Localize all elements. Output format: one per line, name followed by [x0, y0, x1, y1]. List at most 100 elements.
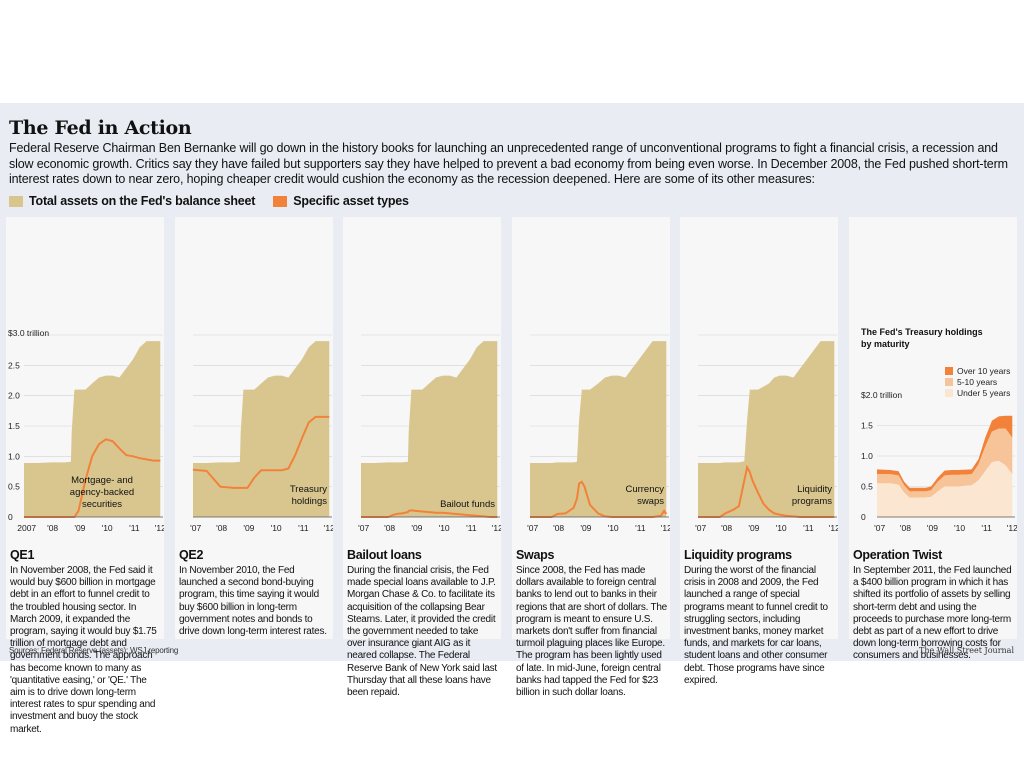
legend-swatch	[945, 367, 953, 375]
panel-title: Bailout loans	[347, 548, 422, 562]
x-tick-label: '09	[748, 523, 759, 533]
panel-title: Operation Twist	[853, 548, 943, 562]
y-tick-label: $2.0 trillion	[861, 390, 902, 400]
series-annotation: swaps	[637, 496, 664, 507]
x-tick-label: '08	[900, 523, 911, 533]
series-annotation: agency-backed	[70, 487, 134, 498]
x-tick-label: '12	[1007, 523, 1017, 533]
panel-swaps: '07 '08 '09 '10 '11 '12 Currency swaps Swaps Si…	[512, 217, 670, 698]
panel-bailout: '07 '08 '09 '10 '11 '12 Bailout funds Bailout …	[343, 217, 501, 698]
panel-title: Swaps	[516, 548, 555, 562]
chart-operation-twist: The Fed's Treasury holdings by maturity Ov…	[861, 327, 1017, 533]
legend-swatch	[945, 389, 953, 397]
y-tick-label: 0	[861, 512, 866, 522]
x-tick-label: '07	[874, 523, 885, 533]
y-tick-label: 1.5	[8, 421, 20, 431]
x-tick-label: '11	[129, 523, 140, 533]
panel-text: During the worst of the financial crisis…	[684, 565, 828, 686]
sources: Sources: Federal Reserve (assets); WSJ r…	[9, 646, 179, 655]
x-tick-label: '10	[271, 523, 282, 533]
chart-subtitle: by maturity	[861, 339, 910, 349]
x-tick-label: '12	[155, 523, 164, 533]
x-tick-label: '07	[527, 523, 538, 533]
x-tick-label: '08	[384, 523, 395, 533]
panel-text: Since 2008, the Fed has made dollars ava…	[516, 565, 667, 699]
series-annotation: Bailout funds	[440, 499, 495, 510]
panel-title: Liquidity programs	[684, 548, 792, 562]
graphic: The Fed in Action Federal Reserve Chairm…	[0, 103, 1024, 735]
x-tick-label: '08	[47, 523, 58, 533]
total-assets-area	[361, 341, 498, 517]
panel-title: QE2	[179, 548, 204, 562]
x-tick-label: '09	[243, 523, 254, 533]
chart-bailout: '07 '08 '09 '10 '11 '12 Bailout funds	[358, 334, 501, 533]
legend-item-specific: Specific asset types	[273, 194, 409, 208]
x-tick-label: 2007	[17, 523, 36, 533]
panel-text: In November 2008, the Fed said it would …	[10, 565, 157, 735]
x-tick-label: '11	[635, 523, 646, 533]
intro-text: Federal Reserve Chairman Ben Bernanke wi…	[9, 141, 1008, 186]
legend-label: 5-10 years	[957, 377, 997, 387]
y-tick-label: 1.0	[861, 451, 873, 461]
x-tick-label: '08	[216, 523, 227, 533]
series-annotation: Liquidity	[797, 484, 832, 495]
5-10-years-area	[877, 428, 1013, 498]
y-tick-label: 1.5	[861, 421, 873, 431]
series-annotation: Treasury	[290, 484, 327, 495]
series-annotation: Mortgage- and	[71, 475, 133, 486]
x-tick-label: '12	[661, 523, 670, 533]
x-tick-label: '12	[492, 523, 501, 533]
series-annotation: securities	[82, 499, 122, 510]
x-tick-label: '09	[927, 523, 938, 533]
x-tick-label: '11	[981, 523, 992, 533]
x-tick-label: '10	[954, 523, 965, 533]
credit: The Wall Street Journal	[919, 646, 1014, 655]
y-tick-label: 0.5	[861, 482, 873, 492]
legend-label-specific: Specific asset types	[293, 194, 409, 208]
x-tick-label: '07	[358, 523, 369, 533]
specific-assets-line	[361, 509, 498, 518]
headline: The Fed in Action	[9, 117, 192, 139]
x-tick-label: '10	[776, 523, 787, 533]
total-assets-area	[193, 341, 330, 517]
total-assets-area	[698, 341, 835, 517]
x-tick-label: '11	[298, 523, 309, 533]
under-5-years-area	[877, 460, 1013, 517]
x-tick-label: '11	[466, 523, 477, 533]
panel-text: During the financial crisis, the Fed mad…	[347, 565, 497, 699]
panel-operation-twist: The Fed's Treasury holdings by maturity Ov…	[849, 217, 1017, 661]
x-tick-label: '08	[553, 523, 564, 533]
panel-text: In September 2011, the Fed launched a $4…	[853, 565, 1012, 662]
panel-liquidity: '07 '08 '09 '10 '11 '12 Liquidity programs Liqu…	[680, 217, 838, 686]
x-tick-label: '07	[190, 523, 201, 533]
series-annotation: holdings	[292, 496, 328, 507]
panel-qe2: '07 '08 '09 '10 '11 '12 Treasury holdings QE2 I…	[175, 217, 333, 639]
y-tick-label: 2.0	[8, 391, 20, 401]
x-tick-label: '10	[102, 523, 113, 533]
x-tick-label: '12	[829, 523, 838, 533]
y-tick-label: 0	[8, 512, 13, 522]
panel-title: QE1	[10, 548, 35, 562]
x-tick-label: '09	[74, 523, 85, 533]
total-assets-swatch	[9, 195, 23, 207]
x-tick-label: '11	[803, 523, 814, 533]
total-assets-area	[530, 341, 667, 517]
legend-swatch	[945, 378, 953, 386]
over-10-years-area	[877, 415, 1013, 492]
chart-qe1: $3.0 trillion 2.5 2.0 1.5 1.0 0.5 0 2007 '08 '09 '…	[8, 328, 164, 533]
x-tick-label: '08	[721, 523, 732, 533]
series-annotation: Currency	[625, 484, 664, 495]
total-assets-area	[24, 341, 161, 517]
legend-label: Over 10 years	[957, 366, 1010, 376]
series-annotation: programs	[792, 496, 832, 507]
specific-assets-swatch	[273, 195, 288, 207]
legend-item-total: Total assets on the Fed's balance sheet	[9, 194, 255, 208]
x-tick-label: '07	[695, 523, 706, 533]
specific-assets-line	[192, 415, 330, 489]
y-tick-label: 2.5	[8, 360, 20, 370]
x-tick-label: '09	[580, 523, 591, 533]
y-tick-label: 1.0	[8, 451, 20, 461]
panel-text: In November 2010, the Fed launched a sec…	[179, 565, 327, 638]
